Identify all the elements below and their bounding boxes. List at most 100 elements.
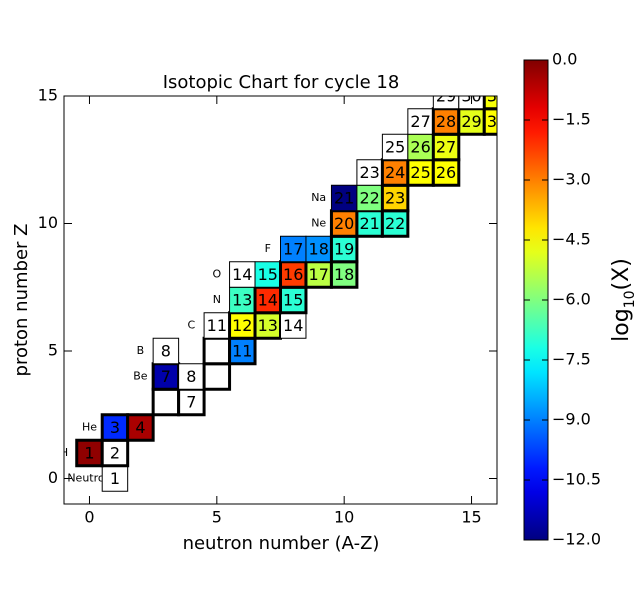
isotope-mass: 11 — [207, 316, 227, 335]
colorbar-label-sub: 10 — [622, 290, 637, 308]
element-label: N — [213, 293, 221, 306]
isotope-mass: 23 — [359, 163, 379, 182]
isotope-cell — [203, 312, 231, 339]
plot-area: NeutronHHeLiBeBCNOFNeNaMgAlSiP1123477881… — [60, 87, 507, 492]
isotope-mass: 3 — [110, 418, 120, 437]
plot-frame — [63, 95, 498, 505]
element-label: C — [188, 319, 196, 332]
isotope-mass: 25 — [385, 138, 405, 157]
isotope-mass: 17 — [309, 265, 329, 284]
isotope-mass: 7 — [161, 367, 171, 386]
colorbar-tick-label: −7.5 — [552, 350, 591, 369]
colorbar-tick-label: −3.0 — [552, 170, 591, 189]
colorbar-tick-label: −9.0 — [552, 410, 591, 429]
isotope-mass: 27 — [410, 112, 430, 131]
colorbar-tick-label: −1.5 — [552, 110, 591, 129]
isotope-mass: 18 — [334, 265, 354, 284]
isotope-cell — [280, 235, 307, 263]
isotope-mass: 25 — [410, 163, 430, 182]
isotope-cell — [381, 133, 409, 161]
colorbar-label-base: log — [609, 308, 634, 342]
chart-title: Isotopic Chart for cycle 18 — [163, 72, 400, 93]
y-tick-label: 15 — [38, 86, 58, 105]
isotope-mass: 23 — [385, 189, 405, 208]
isotope-mass: 24 — [385, 163, 405, 182]
isotope-mass: 30 — [487, 112, 507, 131]
element-label: Be — [133, 370, 148, 383]
isotope-mass: 2 — [110, 444, 120, 463]
x-tick-label: 0 — [84, 508, 94, 527]
colorbar-tick-label: 0.0 — [552, 50, 577, 69]
isotope-cell — [151, 387, 181, 417]
isotope-mass: 21 — [359, 214, 379, 233]
isotope-mass: 14 — [232, 265, 252, 284]
element-label: Na — [311, 191, 326, 204]
isotope-mass: 16 — [283, 265, 303, 284]
element-label: B — [137, 344, 145, 357]
isotope-mass: 22 — [385, 214, 405, 233]
isotope-mass: 18 — [309, 240, 329, 259]
x-tick-label: 10 — [334, 508, 354, 527]
y-tick-label: 0 — [48, 468, 58, 487]
isotope-cell — [254, 261, 282, 288]
isotope-cell — [330, 184, 358, 212]
element-label: Neutron — [67, 472, 111, 485]
colorbar-label: log10(X) — [609, 258, 637, 342]
y-tick-label: 10 — [38, 213, 58, 232]
isotope-mass: 12 — [232, 316, 252, 335]
isotope-mass: 29 — [436, 87, 456, 106]
isotope-mass: 29 — [461, 112, 481, 131]
isotope-cell — [356, 159, 383, 186]
isotope-cell — [431, 158, 461, 187]
isotope-mass: 28 — [436, 112, 456, 131]
isotope-cell — [101, 465, 129, 492]
isotope-mass: 21 — [334, 189, 354, 208]
colorbar-tick-label: −4.5 — [552, 230, 591, 249]
isotope-mass: 19 — [334, 240, 354, 259]
isotope-mass: 14 — [258, 291, 278, 310]
isotope-mass: 26 — [410, 138, 430, 157]
isotope-mass: 20 — [334, 214, 354, 233]
element-label: O — [212, 268, 221, 281]
element-label: F — [265, 242, 271, 255]
isotope-mass: 14 — [283, 316, 303, 335]
isotope-cell — [280, 312, 307, 339]
x-tick-label: 5 — [212, 508, 222, 527]
isotope-mass: 13 — [232, 291, 252, 310]
isotope-mass: 13 — [258, 316, 278, 335]
isotope-cell — [229, 286, 256, 314]
x-axis-label: neutron number (A-Z) — [183, 533, 380, 554]
element-label: He — [82, 421, 97, 434]
isotope-mass: 8 — [161, 342, 171, 361]
isotope-cell — [482, 96, 497, 111]
element-label: Ne — [311, 217, 326, 230]
isotope-cell — [482, 107, 497, 136]
element-label: H — [60, 446, 68, 459]
x-tick-label: 15 — [461, 508, 481, 527]
isotope-cell — [432, 96, 460, 110]
isotope-cell — [202, 336, 232, 366]
isotope-mass: 8 — [186, 367, 196, 386]
colorbar-tick-label: −6.0 — [552, 290, 591, 309]
isotope-cell — [202, 362, 232, 391]
isotope-cell — [229, 261, 256, 288]
isotope-mass: 1 — [110, 469, 120, 488]
isotope-mass: 1 — [84, 444, 94, 463]
isotope-mass: 15 — [258, 265, 278, 284]
isotope-mass: 22 — [359, 189, 379, 208]
isotope-mass: 27 — [436, 138, 456, 157]
colorbar-tick-label: −12.0 — [552, 530, 601, 549]
isotope-mass: 11 — [232, 342, 252, 361]
isotope-mass: 4 — [135, 418, 145, 437]
colorbar-label-arg: (X) — [609, 258, 634, 290]
isotope-cell — [329, 260, 359, 289]
isotope-mass: 7 — [186, 393, 196, 412]
isotope-mass: 31 — [487, 87, 507, 106]
y-axis-label: proton number Z — [11, 224, 32, 377]
isotope-cell — [380, 183, 410, 213]
y-tick-label: 5 — [48, 341, 58, 360]
isotope-mass: 26 — [436, 163, 456, 182]
isotope-cell — [152, 337, 180, 365]
isotope-mass: 15 — [283, 291, 303, 310]
